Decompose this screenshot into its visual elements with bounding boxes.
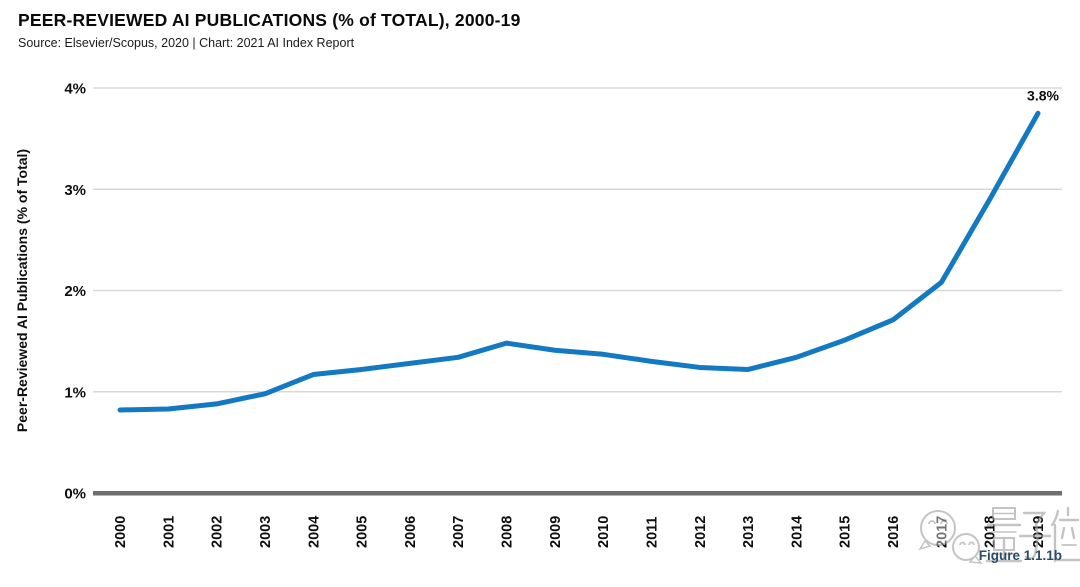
x-tick-label: 2014 xyxy=(789,516,805,548)
chart-source-note: Source: Elsevier/Scopus, 2020 | Chart: 2… xyxy=(18,36,355,50)
data-line xyxy=(117,110,1041,413)
x-tick-label: 2015 xyxy=(838,516,854,548)
y-tick-label: 1% xyxy=(64,384,86,401)
x-tick-label: 2001 xyxy=(161,516,177,548)
y-tick-label: 2% xyxy=(64,283,86,300)
x-tick-label: 2010 xyxy=(596,516,612,548)
y-axis-title: Peer-Reviewed AI Publications (% of Tota… xyxy=(14,149,30,432)
y-tick-label: 4% xyxy=(64,81,86,98)
x-tick-label: 2006 xyxy=(403,516,419,548)
x-tick-label: 2011 xyxy=(644,517,660,548)
y-tick-label: 3% xyxy=(64,182,86,199)
x-tick-label: 2017 xyxy=(934,516,950,548)
x-tick-label: 2002 xyxy=(210,516,226,548)
data-point-label: 3.8% xyxy=(1027,87,1059,103)
x-tick-label: 2003 xyxy=(258,516,274,548)
x-tick-label: 2004 xyxy=(306,516,322,548)
x-tick-label: 2019 xyxy=(1031,516,1047,548)
x-tick-label: 2012 xyxy=(693,516,709,548)
x-tick-label: 2008 xyxy=(500,516,516,548)
y-tick-label: 0% xyxy=(64,486,86,503)
x-tick-label: 2009 xyxy=(548,516,564,548)
x-axis-line xyxy=(93,491,1062,496)
x-tick-label: 2007 xyxy=(451,516,467,548)
x-tick-label: 2005 xyxy=(355,516,371,548)
figure-label: Figure 1.1.1b xyxy=(978,548,1062,563)
x-tick-label: 2013 xyxy=(741,516,757,548)
x-tick-label: 2000 xyxy=(113,516,129,548)
x-tick-label: 2018 xyxy=(983,516,999,548)
x-tick-label: 2016 xyxy=(886,516,902,548)
chart-title: PEER-REVIEWED AI PUBLICATIONS (% of TOTA… xyxy=(18,10,521,30)
